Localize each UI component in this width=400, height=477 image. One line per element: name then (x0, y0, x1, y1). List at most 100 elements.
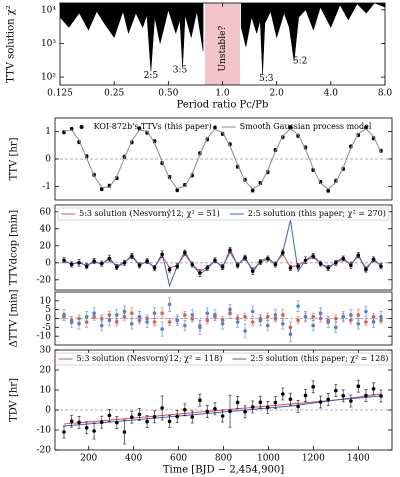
data-point (228, 409, 232, 414)
y-tick-label: 0 (45, 406, 51, 416)
legend-label: KOI-872b's TTVs (this paper) (94, 122, 212, 131)
data-point (69, 262, 74, 267)
y-tick-label: 60 (40, 207, 52, 217)
data-point (311, 314, 315, 319)
data-point (122, 309, 127, 314)
y-tick-label: -20 (37, 446, 52, 456)
data-point (311, 323, 315, 328)
legend-entry: Smooth Gaussian process model (221, 122, 372, 131)
data-point (303, 258, 308, 263)
data-point (175, 264, 180, 269)
y-tick-label: 40 (40, 224, 52, 234)
data-point (326, 320, 330, 324)
data-point (145, 320, 149, 324)
data-point (213, 125, 217, 130)
data-point (371, 387, 376, 391)
data-point (145, 419, 149, 424)
data-point (250, 309, 255, 314)
data-point (92, 311, 96, 316)
data-point (198, 325, 202, 330)
legend-box (57, 207, 390, 221)
legend: KOI-872b's TTVs (this paper) Smooth Gauss… (79, 122, 372, 131)
data-point (205, 266, 210, 270)
y-axis-label: TTV [hr] (9, 137, 20, 180)
data-point (114, 313, 119, 317)
y-tick-label: -10 (37, 332, 52, 342)
data-point (130, 415, 134, 420)
x-tick-label: 600 (170, 454, 187, 464)
legend: 5:3 solution (Nesvorný12; χ² = 118) 2:5 s… (55, 352, 392, 366)
data-point (228, 248, 232, 252)
data-point (243, 410, 247, 414)
annotation: Unstable? (218, 26, 228, 72)
data-point (303, 393, 308, 398)
x-tick-label: 0.25 (104, 89, 124, 99)
x-tick-label: 0.125 (47, 89, 73, 99)
x-tick-label: 1400 (347, 454, 370, 464)
y-axis-label: TTVdcop [min] (9, 210, 20, 285)
data-point (371, 257, 376, 262)
data-point (288, 266, 293, 270)
data-point (349, 263, 353, 268)
data-point (137, 314, 142, 319)
data-point (281, 322, 285, 326)
data-point (114, 320, 119, 324)
data-point (84, 264, 89, 269)
data-point (183, 250, 187, 255)
data-point (99, 187, 104, 191)
legend-entry: 2:5 solution (this paper; χ² = 128) (232, 354, 388, 363)
data-point (334, 316, 338, 321)
data-point (62, 430, 66, 434)
data-point (265, 405, 270, 410)
data-point (334, 388, 338, 393)
data-point (175, 188, 180, 192)
data-point (371, 320, 376, 324)
data-point (364, 125, 368, 130)
data-point (334, 325, 338, 330)
data-point (273, 313, 278, 317)
y-axis-label: TDV [hr] (9, 378, 20, 422)
data-point (288, 332, 293, 337)
x-tick-label: 1000 (257, 454, 280, 464)
y-tick-label: -20 (37, 275, 52, 285)
data-point (265, 314, 270, 319)
data-point (137, 263, 142, 268)
data-point (349, 399, 353, 403)
data-point (288, 125, 293, 130)
y-tick-label: 5 (45, 305, 51, 315)
data-point (92, 429, 96, 433)
data-point (379, 314, 383, 319)
data-point (183, 323, 187, 328)
data-point (379, 264, 383, 269)
y-tick-label: -1 (42, 182, 51, 192)
data-point (243, 255, 247, 260)
data-point (130, 322, 134, 326)
data-point (167, 267, 172, 272)
data-point (122, 430, 127, 434)
data-point (318, 400, 323, 404)
data-point (62, 313, 66, 317)
shaded-region (205, 3, 240, 85)
y-tick-label: 0 (45, 314, 51, 324)
data-point (235, 400, 240, 405)
data-point (311, 385, 315, 389)
data-point (69, 419, 74, 424)
data-point (349, 313, 353, 317)
data-point (160, 327, 164, 331)
data-point (273, 400, 278, 405)
data-point (303, 314, 308, 319)
legend-label: 2:5 solution (this paper; χ² = 270) (248, 209, 386, 218)
x-tick-label: 800 (215, 454, 232, 464)
x-tick-label: 2.0 (270, 89, 285, 99)
y-tick-label: -5 (42, 323, 51, 333)
data-point (160, 252, 164, 257)
data-point (220, 322, 225, 326)
y-tick-label: -10 (37, 426, 52, 436)
annotation: 5:3 (259, 74, 274, 84)
data-point (220, 414, 225, 418)
data-point (114, 265, 119, 269)
data-point (62, 258, 66, 263)
data-point (243, 314, 247, 319)
data-point (364, 393, 368, 398)
data-point (130, 254, 134, 258)
